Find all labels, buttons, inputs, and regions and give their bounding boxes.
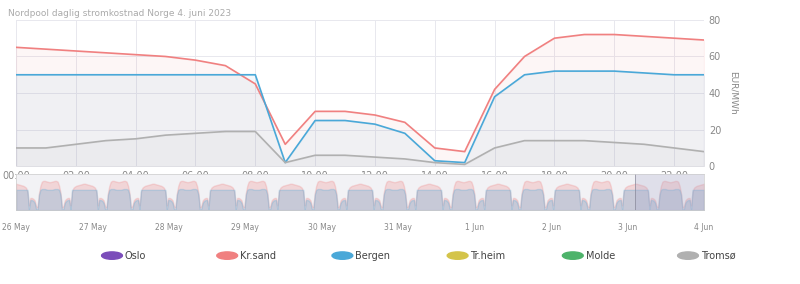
Text: 1 Jun: 1 Jun [465, 223, 484, 232]
Y-axis label: EUR/MWh: EUR/MWh [729, 71, 738, 115]
Text: 26 May: 26 May [2, 223, 30, 232]
Text: Oslo: Oslo [125, 250, 146, 261]
Text: Tr.heim: Tr.heim [470, 250, 506, 261]
Text: Bergen: Bergen [355, 250, 390, 261]
Text: Tromsø: Tromsø [701, 250, 735, 261]
Text: 2 Jun: 2 Jun [542, 223, 561, 232]
Text: 3 Jun: 3 Jun [618, 223, 637, 232]
Text: Nordpool daglig stromkostnad Norge 4. juni 2023: Nordpool daglig stromkostnad Norge 4. ju… [8, 9, 231, 18]
Text: 31 May: 31 May [384, 223, 412, 232]
Text: 4 Jun: 4 Jun [694, 223, 714, 232]
Bar [635, 174, 704, 210]
Text: 28 May: 28 May [155, 223, 182, 232]
Text: 27 May: 27 May [78, 223, 106, 232]
Text: 30 May: 30 May [308, 223, 336, 232]
Text: 29 May: 29 May [231, 223, 259, 232]
Text: Kr.sand: Kr.sand [240, 250, 276, 261]
Text: Molde: Molde [586, 250, 615, 261]
